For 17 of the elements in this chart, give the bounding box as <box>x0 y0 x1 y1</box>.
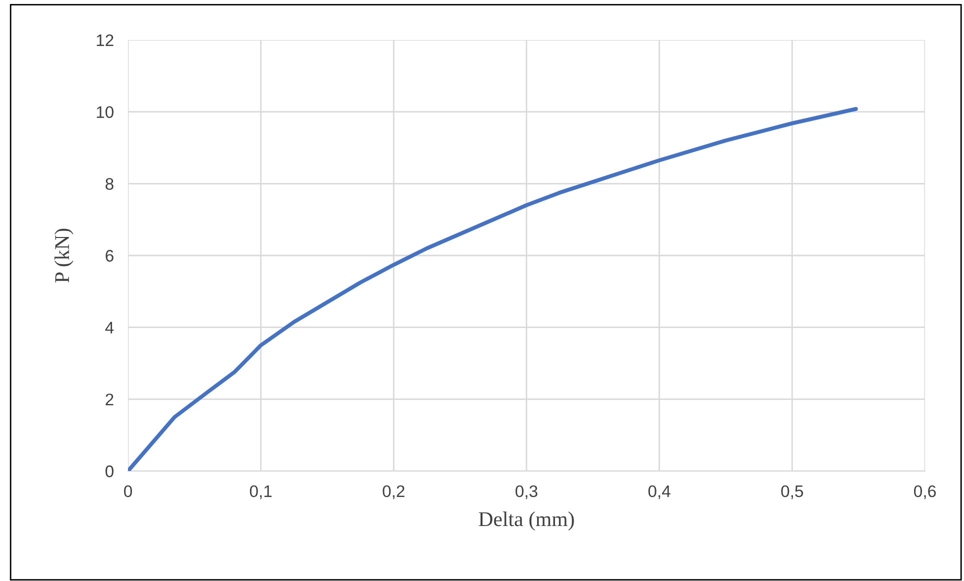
x-tick-label: 0,3 <box>516 485 538 500</box>
y-tick-label: 0 <box>106 465 114 478</box>
x-tick-label: 0,2 <box>382 485 404 500</box>
x-tick-label: 0,1 <box>250 485 272 500</box>
x-tick-label: 0 <box>124 485 132 498</box>
y-tick-label: 6 <box>106 250 114 262</box>
y-tick-label: 10 <box>96 106 114 118</box>
x-axis-title: Delta (mm) <box>478 512 574 530</box>
x-tick-label: 0,5 <box>781 485 804 500</box>
y-tick-label: 4 <box>105 322 114 334</box>
y-tick-label: 12 <box>96 34 114 46</box>
y-tick-label: 8 <box>106 178 114 190</box>
y-tick-label: 2 <box>106 394 114 406</box>
x-tick-label: 0,4 <box>648 485 670 500</box>
y-axis-title: P (kN) <box>54 228 74 283</box>
line-series <box>128 106 858 472</box>
x-tick-label: 0,6 <box>914 485 936 500</box>
